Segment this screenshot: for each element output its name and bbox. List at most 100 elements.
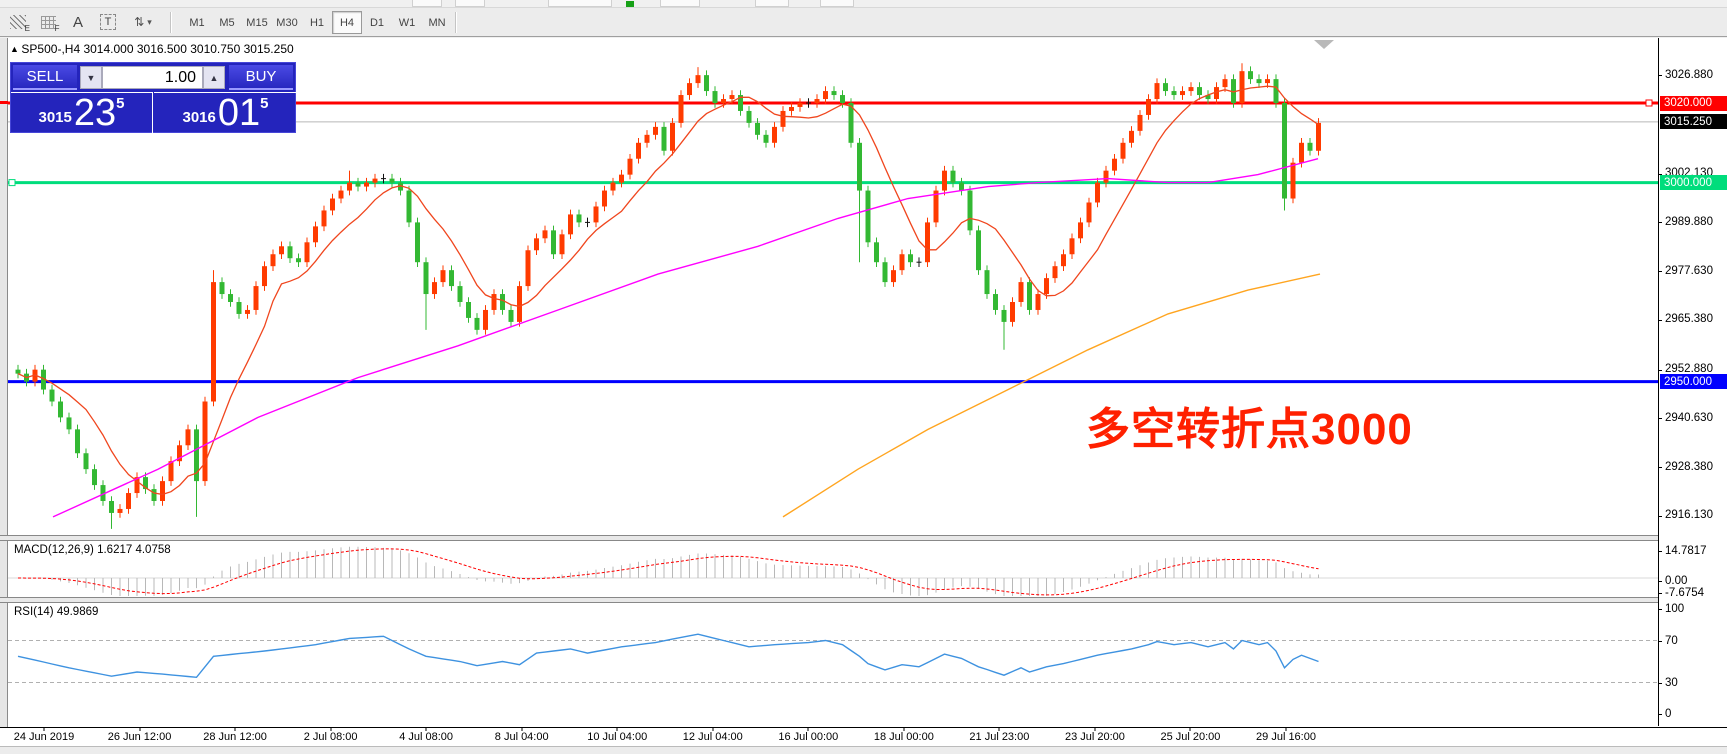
green-indicator-icon xyxy=(626,1,634,7)
timeframe-button-m15[interactable]: M15 xyxy=(246,16,268,29)
axis-tick xyxy=(1659,467,1662,469)
timeframe-button-h1[interactable]: H1 xyxy=(309,16,325,29)
price-axis[interactable]: 3026.880 3002.130 2989.880 2977.630 2965.380… xyxy=(1658,38,1727,726)
axis-tick-label: 2989.880 xyxy=(1665,215,1713,228)
axis-tick xyxy=(1659,640,1662,642)
resistance-badge: 3020.000 xyxy=(1660,95,1727,111)
one-click-trade-panel: SELL ▼ ▲ BUY 3015 23 5 3016 01 5 xyxy=(10,62,297,133)
bottom-strip xyxy=(0,746,1727,754)
rsi-axis-label: 0 xyxy=(1665,708,1672,720)
annotation-text[interactable]: 多空转折点3000 xyxy=(1086,405,1413,454)
time-label: 24 Jun 2019 xyxy=(13,731,75,743)
axis-tick xyxy=(1659,593,1662,594)
toolbar-fragment xyxy=(455,0,485,7)
hline-3020-handle[interactable] xyxy=(1645,99,1653,107)
axis-tick xyxy=(1659,551,1662,552)
buy-price-sup: 5 xyxy=(260,95,269,112)
sell-price[interactable]: 3015 23 5 xyxy=(11,92,153,133)
axis-tick xyxy=(1659,418,1662,420)
chart-window: ▲ SP500-,H4 3014.000 3016.500 3010.750 3… xyxy=(0,38,1727,746)
rsi-line xyxy=(17,633,1319,679)
indicator-hatch-icon[interactable]: E xyxy=(6,11,30,33)
hline-3000-handle[interactable] xyxy=(8,179,16,187)
time-label: 21 Jul 23:00 xyxy=(969,731,1030,743)
grid-icon[interactable]: F xyxy=(36,11,60,33)
time-axis[interactable]: 24 Jun 2019 26 Jun 12:00 28 Jun 12:00 2 Jul… xyxy=(0,727,1727,746)
time-label: 8 Jul 04:00 xyxy=(494,731,549,743)
time-tick xyxy=(903,728,905,731)
panel-splitter[interactable] xyxy=(0,597,1727,603)
macd-panel: MACD(12,26,9) 1.6217 4.0758 xyxy=(8,541,1658,598)
sell-price-prefix: 3015 xyxy=(38,109,72,126)
volume-input[interactable] xyxy=(102,66,203,89)
axis-tick xyxy=(1659,714,1662,715)
symbol-ohlc-line: ▲ SP500-,H4 3014.000 3016.500 3010.750 3… xyxy=(10,42,294,56)
toolbar-fragment xyxy=(660,0,700,7)
time-label: 18 Jul 00:00 xyxy=(873,731,934,743)
time-label: 10 Jul 04:00 xyxy=(587,731,648,743)
axis-tick-label: 2928.380 xyxy=(1665,460,1713,473)
current-price-badge: 3015.250 xyxy=(1660,114,1727,130)
symbol-triangle-icon: ▲ xyxy=(10,44,22,54)
axis-tick xyxy=(1659,369,1662,371)
toolbar-fragment xyxy=(755,0,789,7)
timeframe-button-w1[interactable]: W1 xyxy=(398,16,416,29)
chart-shift-marker[interactable] xyxy=(1314,40,1334,49)
rsi-axis-label: 70 xyxy=(1665,634,1678,647)
time-tick xyxy=(43,728,45,731)
axis-tick-label: 3026.880 xyxy=(1665,68,1713,81)
time-label: 25 Jul 20:00 xyxy=(1160,731,1221,743)
time-tick xyxy=(521,728,523,731)
axis-tick xyxy=(1659,173,1662,175)
macd-axis-label: 0.00 xyxy=(1665,575,1688,587)
time-tick xyxy=(234,728,236,731)
text-a-icon[interactable]: A xyxy=(72,13,83,31)
time-tick xyxy=(712,728,714,731)
rsi-label: RSI(14) 49.9869 xyxy=(14,606,99,618)
toolbar-fragment xyxy=(820,0,854,7)
time-label: 26 Jun 12:00 xyxy=(107,731,172,743)
time-label: 16 Jul 00:00 xyxy=(778,731,839,743)
time-label: 28 Jun 12:00 xyxy=(203,731,267,743)
time-label: 12 Jul 04:00 xyxy=(682,731,743,743)
timeframe-button-mn[interactable]: MN xyxy=(428,16,446,29)
macd-signal-line xyxy=(17,548,1319,596)
time-tick xyxy=(998,728,1000,731)
toolbar-fragment xyxy=(412,0,442,7)
sell-button[interactable]: SELL xyxy=(13,65,77,90)
arrange-arrows-icon[interactable]: ⇅ ▾ xyxy=(134,15,152,29)
axis-tick xyxy=(1659,682,1662,684)
axis-tick xyxy=(1659,271,1662,273)
time-tick xyxy=(1285,728,1287,731)
red-line-left-tick xyxy=(0,101,8,104)
axis-tick xyxy=(1659,75,1662,77)
time-tick xyxy=(425,728,427,731)
toolbar-separator xyxy=(170,12,172,33)
timeframe-button-d1[interactable]: D1 xyxy=(369,16,385,29)
time-label: 29 Jul 16:00 xyxy=(1256,731,1316,743)
axis-tick xyxy=(1659,319,1662,321)
toolbar-fragment xyxy=(548,0,612,7)
panel-splitter[interactable] xyxy=(0,535,1727,541)
buy-price-prefix: 3016 xyxy=(182,109,216,126)
rsi-axis-label: 30 xyxy=(1665,676,1678,689)
toolbar: E F A T ⇅ ▾ M1 M5 M15 M30 H1 H4 D1 W1 MN xyxy=(0,8,1727,37)
buy-price-big: 01 xyxy=(217,91,261,134)
time-tick xyxy=(807,728,809,731)
buy-price[interactable]: 3016 01 5 xyxy=(154,92,297,133)
volume-increase-button[interactable]: ▲ xyxy=(203,66,225,89)
volume-decrease-button[interactable]: ▼ xyxy=(80,66,102,89)
axis-tick-label: 2916.130 xyxy=(1665,509,1713,522)
timeframe-button-m30[interactable]: M30 xyxy=(276,16,298,29)
textbox-icon[interactable]: T xyxy=(96,11,120,33)
window-left-frame xyxy=(0,38,8,746)
axis-tick xyxy=(1659,515,1662,517)
timeframe-button-m5[interactable]: M5 xyxy=(219,16,235,29)
buy-button[interactable]: BUY xyxy=(229,65,293,90)
axis-tick xyxy=(1659,581,1662,582)
timeframe-button-m1[interactable]: M1 xyxy=(189,16,205,29)
timeframe-button-h4[interactable]: H4 xyxy=(332,11,362,34)
axis-tick-label: 2965.380 xyxy=(1665,313,1713,326)
axis-tick xyxy=(1659,222,1662,224)
axis-tick-label: 2940.630 xyxy=(1665,411,1713,424)
